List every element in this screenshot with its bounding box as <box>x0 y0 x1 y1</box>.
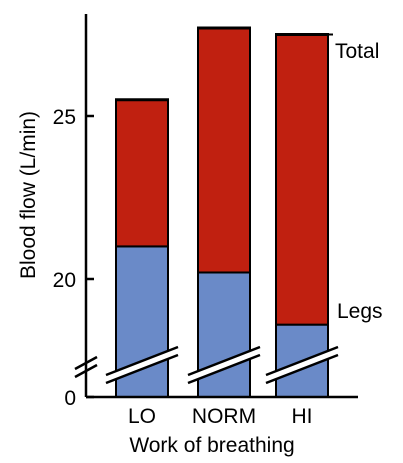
x-axis-label: Work of breathing <box>129 434 294 457</box>
bar-legs-norm <box>197 271 251 399</box>
bar-total-norm <box>197 26 251 274</box>
bar-break-line-upper-norm <box>187 345 261 377</box>
bar-break-band-hi <box>266 347 338 383</box>
y-tick-label-0: 0 <box>64 387 76 410</box>
bar-total-lo <box>115 98 169 248</box>
x-tick-labels: LO NORM HI <box>128 405 313 428</box>
bar-break-line-upper-hi <box>265 345 339 377</box>
bar-break-line-lower-hi <box>265 353 339 385</box>
bar-break-band-norm <box>188 347 260 383</box>
bars-group <box>115 26 333 399</box>
bar-break-line-lower-lo <box>105 353 179 385</box>
y-ticks: 0 20 25 <box>53 106 94 410</box>
y-tick-label-20: 20 <box>53 269 76 292</box>
axes <box>84 14 358 399</box>
y-axis-label: Blood flow (L/min) <box>17 111 40 279</box>
labels: Work of breathing Blood flow (L/min) Tot… <box>17 40 383 457</box>
y-tick-label-25: 25 <box>53 106 76 129</box>
bar-break-line-upper-lo <box>105 345 179 377</box>
x-tick-label-lo: LO <box>128 405 156 428</box>
series-label-total: Total <box>335 40 379 63</box>
x-tick-label-hi: HI <box>292 405 313 428</box>
series-label-legs: Legs <box>337 300 383 323</box>
bar-break-band-lo <box>106 347 178 383</box>
x-tick-label-norm: NORM <box>192 405 256 428</box>
bar-break-line-lower-norm <box>187 353 261 385</box>
bar-total-hi <box>275 33 329 326</box>
